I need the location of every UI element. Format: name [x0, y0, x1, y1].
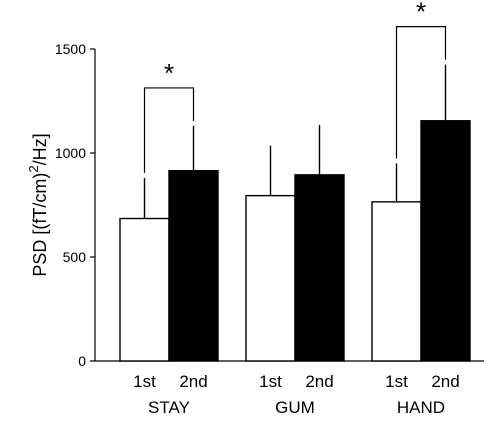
y-axis-label-superscript: 2	[26, 165, 41, 172]
bar-label: 1st	[259, 372, 282, 391]
bar-gum-1st	[245, 194, 296, 362]
bar-label: 2nd	[305, 372, 333, 391]
bar-stay-2nd	[168, 169, 219, 362]
y-axis-label-unit: /Hz]	[30, 133, 50, 165]
group-label: GUM	[275, 398, 315, 417]
bar-label: 2nd	[179, 372, 207, 391]
significance-bracket	[143, 87, 195, 173]
significance-star: *	[164, 58, 174, 88]
y-axis-label: PSD [(fT/cm)2/Hz]	[26, 133, 50, 276]
bar-label: 1st	[385, 372, 408, 391]
bar-label: 1st	[133, 372, 156, 391]
significance-bracket	[395, 26, 447, 159]
bar-gum-2nd	[294, 174, 345, 362]
group-label: HAND	[397, 398, 445, 417]
significance-star: *	[416, 0, 426, 27]
group-label: STAY	[148, 398, 190, 417]
y-tick-label: 0	[78, 353, 86, 369]
bar-hand-1st	[371, 201, 422, 362]
y-tick-label: 1500	[55, 41, 86, 57]
y-axis-label-main: PSD [(fT/cm)	[30, 173, 50, 277]
y-tick-label: 1000	[55, 145, 86, 161]
bar-label: 2nd	[431, 372, 459, 391]
bar-stay-1st	[119, 217, 170, 362]
y-tick-label: 500	[63, 249, 87, 265]
plot-layer: 0 500 1000 1500 1st 2nd STAY * 1st 2nd GUM 1st 2nd HA…	[55, 0, 484, 417]
bar-hand-2nd	[420, 120, 471, 362]
